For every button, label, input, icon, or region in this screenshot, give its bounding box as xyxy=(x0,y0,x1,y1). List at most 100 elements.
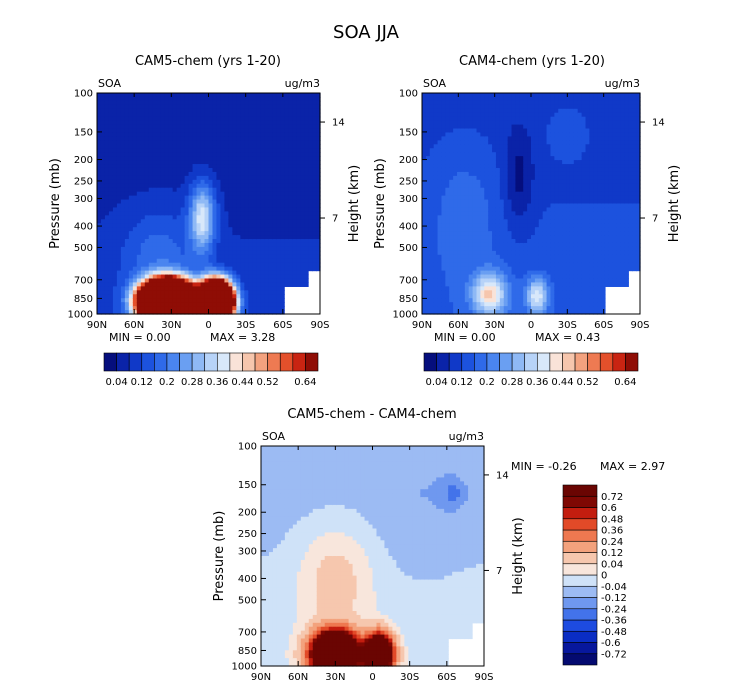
contour-cell xyxy=(212,148,218,153)
contour-cell xyxy=(495,302,501,307)
contour-cell xyxy=(240,258,245,264)
contour-cell xyxy=(252,231,257,236)
contour-cell xyxy=(168,187,174,193)
contour-cell xyxy=(228,258,233,264)
contour-cell xyxy=(499,171,505,177)
contour-cell xyxy=(116,207,122,212)
contour-cell xyxy=(534,175,540,181)
contour-cell xyxy=(160,167,166,173)
contour-cell xyxy=(172,187,178,193)
contour-cell xyxy=(523,270,528,276)
contour-cell xyxy=(460,254,466,260)
contour-cell xyxy=(538,246,544,252)
contour-cell xyxy=(464,120,470,126)
contour-cell xyxy=(136,246,142,252)
contour-cell xyxy=(272,262,277,268)
contour-cell xyxy=(429,274,435,280)
contour-cell xyxy=(507,195,513,201)
contour-cell xyxy=(164,227,170,232)
contour-cell xyxy=(542,136,548,141)
contour-cell xyxy=(160,156,166,161)
contour-cell xyxy=(534,250,540,256)
contour-cell xyxy=(546,227,552,232)
contour-cell xyxy=(503,93,509,98)
contour-cell xyxy=(433,136,439,141)
contour-cell xyxy=(108,302,114,307)
contour-cell xyxy=(136,108,142,114)
contour-cell xyxy=(184,235,190,240)
contour-cell xyxy=(156,298,162,303)
contour-cell xyxy=(488,136,493,141)
contour-cell xyxy=(457,274,462,280)
contour-cell xyxy=(112,207,118,212)
contour-cell xyxy=(476,132,481,138)
contour-cell xyxy=(224,136,230,141)
contour-cell xyxy=(112,274,118,280)
contour-cell xyxy=(236,278,241,284)
contour-cell xyxy=(296,93,301,98)
contour-cell xyxy=(132,207,138,212)
contour-cell xyxy=(232,140,237,145)
contour-cell xyxy=(252,175,257,181)
contour-cell xyxy=(308,250,313,256)
contour-cell xyxy=(296,274,301,280)
contour-cell xyxy=(172,282,178,287)
contour-cell xyxy=(511,136,517,141)
contour-cell xyxy=(152,262,158,268)
contour-cell xyxy=(104,179,110,185)
contour-cell xyxy=(304,136,309,141)
contour-cell xyxy=(260,207,265,212)
contour-cell xyxy=(112,219,118,224)
contour-cell xyxy=(476,183,481,189)
contour-cell xyxy=(256,274,261,280)
contour-cell xyxy=(433,156,439,161)
contour-cell xyxy=(228,203,233,209)
contour-cell xyxy=(453,128,458,134)
contour-cell xyxy=(464,207,470,212)
contour-cell xyxy=(128,140,134,145)
contour-cell xyxy=(156,175,162,181)
contour-cell xyxy=(499,227,505,232)
contour-cell xyxy=(136,290,142,295)
contour-cell xyxy=(184,203,190,209)
contour-cell xyxy=(495,100,501,106)
contour-cell xyxy=(472,100,478,106)
contour-cell xyxy=(220,266,226,272)
contour-cell xyxy=(542,310,548,315)
contour-cell xyxy=(128,231,134,236)
contour-cell xyxy=(260,96,265,102)
contour-cell xyxy=(503,246,509,252)
contour-cell xyxy=(148,211,154,216)
contour-cell xyxy=(472,195,478,201)
contour-cell xyxy=(488,266,493,272)
contour-cell xyxy=(284,93,289,98)
contour-cell xyxy=(495,282,501,287)
contour-cell xyxy=(546,246,552,252)
contour-cell xyxy=(460,294,466,299)
contour-cell xyxy=(164,175,170,181)
colorbar-box xyxy=(292,352,306,372)
contour-cell xyxy=(433,239,439,244)
contour-cell xyxy=(268,183,273,189)
contour-cell xyxy=(120,274,126,280)
contour-cell xyxy=(312,167,317,173)
height-axis-label: Height (km) xyxy=(347,165,362,242)
contour-cell xyxy=(542,294,548,299)
contour-cell xyxy=(240,266,245,272)
contour-cell xyxy=(460,183,466,189)
contour-cell xyxy=(300,164,305,169)
contour-cell xyxy=(468,235,474,240)
contour-cell xyxy=(515,128,520,134)
contour-cell xyxy=(495,132,501,138)
contour-cell xyxy=(484,211,489,216)
contour-cell xyxy=(531,112,536,118)
contour-cell xyxy=(196,262,202,268)
contour-cell xyxy=(495,254,501,260)
contour-cell xyxy=(280,191,285,197)
contour-cell xyxy=(256,136,261,141)
colorbar-label: 0.44 xyxy=(231,377,253,388)
contour-cell xyxy=(468,290,474,295)
contour-cell xyxy=(422,96,427,102)
contour-cell xyxy=(208,104,214,110)
contour-cell xyxy=(538,227,544,232)
